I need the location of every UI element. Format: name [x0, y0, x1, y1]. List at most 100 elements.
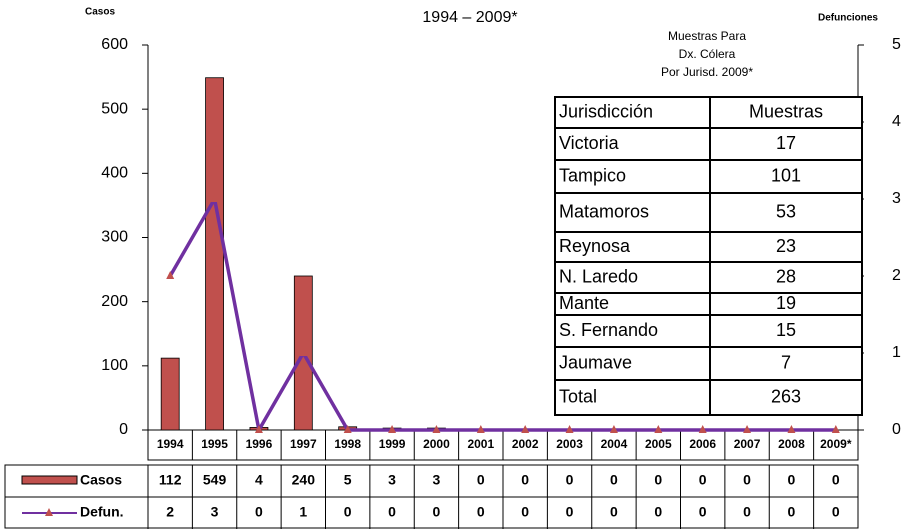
inset-cell: Reynosa	[559, 236, 631, 256]
x-tick-label: 2009*	[820, 437, 852, 451]
y-tick-label: 600	[101, 36, 128, 53]
x-tick-label: 2000	[423, 437, 450, 451]
table-value: 240	[292, 472, 316, 488]
inset-title: Por Jurisd. 2009*	[661, 65, 753, 79]
chart-title: 1994 – 2009*	[422, 9, 517, 26]
x-tick-label: 1997	[290, 437, 317, 451]
table-value: 0	[521, 472, 529, 488]
marker	[609, 425, 618, 433]
inset-cell: 263	[771, 386, 801, 406]
table-value: 0	[433, 504, 441, 520]
y2-tick-label: 0	[892, 421, 901, 438]
inset-cell: 101	[771, 165, 801, 185]
marker	[299, 348, 308, 356]
x-tick-label: 2006	[689, 437, 716, 451]
inset-cell: 53	[776, 201, 796, 221]
table-value: 112	[159, 472, 182, 488]
y-tick-label: 0	[119, 421, 128, 438]
y-axis-label: Casos	[85, 7, 115, 18]
y2-tick-label: 4	[892, 113, 901, 130]
table-value: 3	[433, 472, 441, 488]
marker	[343, 425, 352, 433]
inset-title: Muestras Para	[668, 29, 746, 43]
table-value: 0	[832, 504, 840, 520]
x-tick-label: 2008	[778, 437, 805, 451]
x-tick-label: 2001	[467, 437, 494, 451]
inset-cell: 28	[776, 266, 796, 286]
legend-label: Defun.	[80, 504, 124, 520]
table-value: 0	[566, 504, 574, 520]
legend-swatch	[21, 475, 78, 485]
inset-cell: Mante	[559, 293, 609, 313]
table-value: 0	[566, 472, 574, 488]
table-value: 0	[743, 504, 751, 520]
x-tick-label: 1995	[201, 437, 228, 451]
table-value: 0	[521, 504, 529, 520]
marker	[565, 425, 574, 433]
legend-marker	[45, 508, 53, 516]
marker	[432, 425, 441, 433]
table-value: 4	[255, 472, 263, 488]
y-tick-label: 100	[101, 357, 128, 374]
y-tick-label: 400	[101, 165, 128, 182]
marker	[476, 425, 485, 433]
table-value: 0	[477, 472, 485, 488]
y-tick-label: 300	[101, 229, 128, 246]
inset-cell: S. Fernando	[559, 320, 658, 340]
table-value: 549	[203, 472, 227, 488]
x-tick-label: 2004	[601, 437, 628, 451]
inset-cell: N. Laredo	[559, 266, 638, 286]
y2-axis-label: Defunciones	[818, 13, 878, 24]
inset-border	[554, 96, 863, 416]
table-value: 0	[610, 504, 618, 520]
inset-cell: Tampico	[559, 165, 626, 185]
y2-tick-label: 3	[892, 190, 901, 207]
x-tick-label: 2002	[512, 437, 539, 451]
table-value: 0	[788, 472, 796, 488]
inset-header: Jurisdicción	[559, 101, 653, 121]
marker	[743, 425, 752, 433]
y2-tick-label: 2	[892, 267, 901, 284]
marker	[521, 425, 530, 433]
table-value: 0	[255, 504, 263, 520]
bar	[205, 77, 224, 431]
inset-cell: 19	[776, 293, 796, 313]
table-value: 0	[344, 504, 352, 520]
marker	[698, 425, 707, 433]
table-value: 3	[211, 504, 219, 520]
x-tick-label: 2007	[734, 437, 761, 451]
y2-tick-label: 5	[892, 36, 901, 53]
table-value: 0	[832, 472, 840, 488]
inset-cell: Total	[559, 386, 597, 406]
marker	[787, 425, 796, 433]
table-value: 0	[699, 504, 707, 520]
inset-cell: 23	[776, 236, 796, 256]
table-value: 0	[654, 472, 662, 488]
inset-cell: Victoria	[559, 133, 620, 153]
table-value: 3	[388, 472, 396, 488]
y-tick-label: 500	[101, 100, 128, 117]
x-tick-label: 2003	[556, 437, 583, 451]
table-value: 0	[743, 472, 751, 488]
x-tick-label: 1998	[334, 437, 361, 451]
x-tick-label: 1996	[246, 437, 273, 451]
x-tick-label: 1999	[379, 437, 406, 451]
table-value: 0	[699, 472, 707, 488]
y2-tick-label: 1	[892, 344, 901, 361]
table-value: 0	[610, 472, 618, 488]
inset-header: Muestras	[749, 101, 823, 121]
marker	[254, 425, 263, 433]
inset-title: Dx. Cólera	[679, 47, 736, 61]
inset-cell: Jaumave	[559, 352, 632, 372]
inset-cell: 17	[776, 133, 796, 153]
legend-label: Casos	[80, 472, 122, 488]
x-tick-label: 2005	[645, 437, 672, 451]
x-tick-label: 1994	[157, 437, 184, 451]
inset-cell: 15	[776, 320, 796, 340]
marker	[654, 425, 663, 433]
y-tick-label: 200	[101, 293, 128, 310]
bar	[160, 357, 180, 431]
inset-cell: 7	[781, 352, 791, 372]
marker	[831, 425, 840, 433]
